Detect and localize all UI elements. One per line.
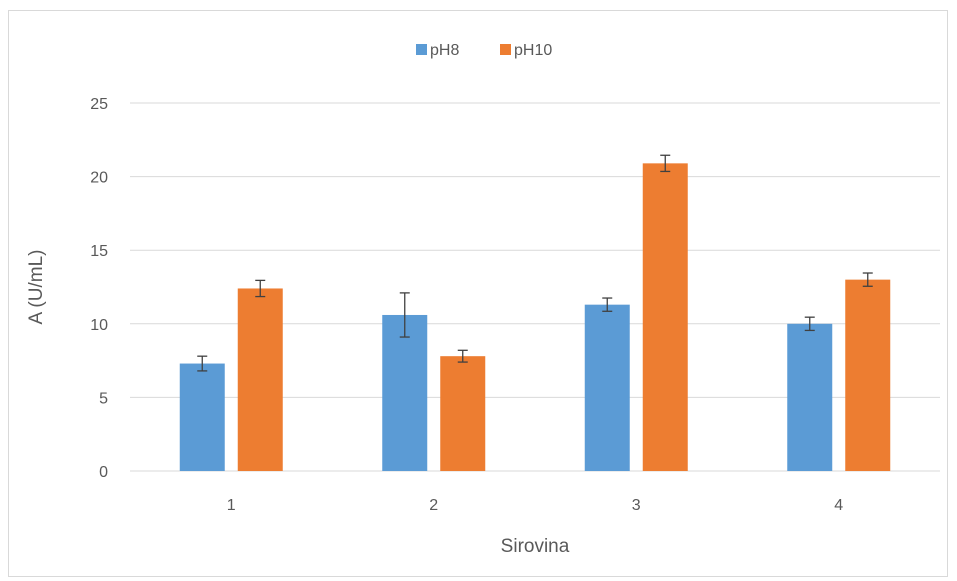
bar-ph8-1 (179, 363, 225, 471)
y-tick-labels: 0 5 10 15 20 25 (90, 96, 108, 481)
x-tick-label: 4 (834, 497, 843, 514)
x-tick-label: 3 (632, 497, 641, 514)
error-bar (197, 355, 208, 372)
x-tick-label: 1 (227, 497, 236, 514)
error-bar (862, 272, 873, 287)
bar-ph10-2 (440, 356, 486, 471)
error-bar (660, 154, 671, 173)
legend-swatch-ph8 (416, 44, 427, 55)
y-tick-label: 20 (90, 170, 108, 187)
error-bar (399, 292, 410, 338)
bar-ph8-2 (382, 314, 428, 471)
y-tick-label: 15 (90, 243, 108, 260)
y-tick-label: 0 (99, 464, 108, 481)
x-axis-title: Sirovina (501, 536, 570, 557)
error-bar (602, 297, 613, 312)
y-tick-label: 10 (90, 317, 108, 334)
bars (179, 154, 891, 472)
legend: pH8 pH10 (416, 42, 552, 59)
error-bar (457, 349, 468, 363)
legend-swatch-ph10 (500, 44, 511, 55)
bar-ph8-3 (584, 304, 630, 471)
x-tick-labels: 1 2 3 4 (227, 497, 844, 514)
y-tick-label: 5 (99, 390, 108, 407)
error-bar (804, 316, 815, 332)
legend-label: pH10 (514, 42, 552, 59)
error-bar (255, 279, 266, 298)
bar-ph10-3 (642, 163, 688, 472)
chart-frame (8, 10, 948, 577)
bar-ph8-4 (787, 323, 833, 471)
bar-ph10-1 (237, 288, 283, 471)
y-tick-label: 25 (90, 96, 108, 113)
bar-ph10-4 (845, 279, 891, 471)
x-tick-label: 2 (429, 497, 438, 514)
y-axis-title: A (U/mL) (26, 250, 47, 325)
legend-label: pH8 (430, 42, 459, 59)
